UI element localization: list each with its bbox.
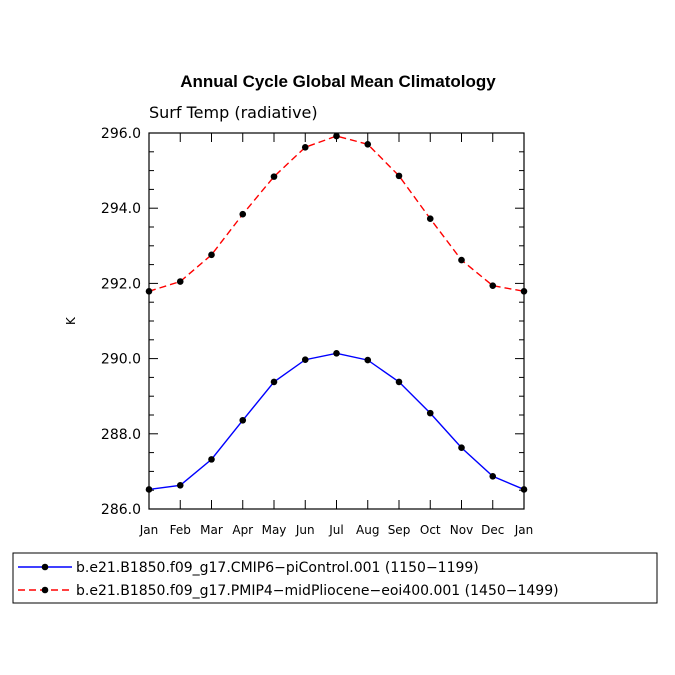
legend-label-2: b.e21.B1850.f09_g17.PMIP4−midPliocene−eo… xyxy=(76,583,559,599)
x-tick-label: Feb xyxy=(170,523,191,537)
series-2-point xyxy=(364,140,372,148)
legend: b.e21.B1850.f09_g17.CMIP6−piControl.001 … xyxy=(18,560,559,599)
axes-ticks: 286.0 288.0 290.0 292.0 294.0 296.0 Jan Feb Mar A… xyxy=(101,126,533,537)
series-1-point xyxy=(489,472,497,480)
series-1-point xyxy=(176,482,184,489)
x-tick-label: Apr xyxy=(232,523,253,537)
series-2-point xyxy=(395,172,403,180)
series-1-point xyxy=(301,356,309,364)
y-tick-label: 290.0 xyxy=(101,352,141,368)
legend-label-1: b.e21.B1850.f09_g17.CMIP6−piControl.001 … xyxy=(76,560,479,576)
series-1-point xyxy=(458,444,465,452)
series-1-point xyxy=(333,350,340,357)
series-1-point xyxy=(426,409,434,417)
x-tick-label: Mar xyxy=(200,523,223,537)
series-1-point xyxy=(145,486,153,493)
series-2-point xyxy=(208,251,215,259)
x-tick-label: Jul xyxy=(328,523,343,537)
legend-marker-2 xyxy=(41,586,49,594)
legend-marker-1 xyxy=(41,563,49,571)
series-1-point xyxy=(520,486,528,493)
x-tick-label: May xyxy=(262,523,287,537)
series-2-point xyxy=(239,210,247,218)
y-tick-label: 286.0 xyxy=(101,502,141,518)
series-line-2 xyxy=(148,135,525,292)
series-line-1 xyxy=(148,352,525,491)
series-1-point xyxy=(364,356,372,364)
series-2-point xyxy=(301,143,309,151)
series-2-point xyxy=(176,278,184,285)
series-1-point xyxy=(270,378,278,386)
x-tick-label: Jan xyxy=(139,523,159,537)
legend-box xyxy=(12,552,658,604)
series-2-point xyxy=(520,287,528,295)
series-2-point xyxy=(426,215,434,223)
y-tick-label: 296.0 xyxy=(101,126,141,142)
x-tick-label: Sep xyxy=(388,523,411,537)
series-1-point xyxy=(395,378,403,386)
x-tick-label: Dec xyxy=(481,523,504,537)
y-axis-label: K xyxy=(64,316,78,325)
series-1-point xyxy=(208,456,215,463)
y-tick-label: 288.0 xyxy=(101,427,141,443)
y-tick-label: 294.0 xyxy=(101,201,141,217)
series-layer xyxy=(145,132,528,493)
series-1-point xyxy=(239,416,247,424)
series-2-point xyxy=(333,132,340,140)
series-2-point xyxy=(145,287,153,295)
series-2-point xyxy=(489,282,497,289)
x-tick-label: Jan xyxy=(514,523,534,537)
x-tick-label: Oct xyxy=(420,523,441,537)
series-2-point xyxy=(270,173,278,180)
x-tick-label: Aug xyxy=(356,523,379,537)
y-tick-label: 292.0 xyxy=(101,276,141,292)
x-tick-label: Jun xyxy=(295,523,315,537)
chart-title: Annual Cycle Global Mean Climatology xyxy=(180,72,496,91)
x-tick-label: Nov xyxy=(450,523,473,537)
series-2-point xyxy=(458,256,465,264)
chart-subtitle: Surf Temp (radiative) xyxy=(149,103,318,122)
